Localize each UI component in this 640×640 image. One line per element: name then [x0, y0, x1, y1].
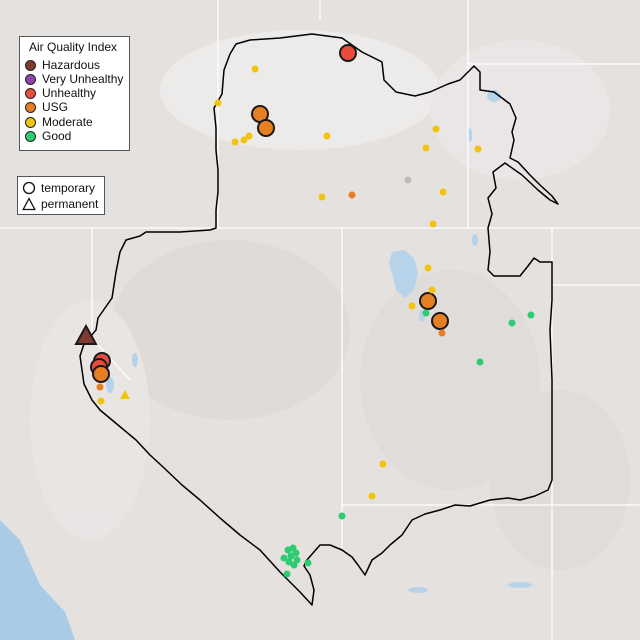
monitor-moderate[interactable]	[408, 302, 416, 310]
monitors	[74, 44, 535, 578]
monitor-moderate[interactable]	[231, 138, 239, 146]
legend-item-temporary: temporary	[22, 180, 95, 195]
monitor-usg[interactable]	[257, 119, 275, 137]
monitor-moderate[interactable]	[323, 132, 331, 140]
monitor-unhealthy[interactable]	[339, 44, 357, 62]
monitor-moderate[interactable]	[379, 460, 387, 468]
legend-label: Unhealthy	[42, 86, 97, 100]
pacific-ocean	[0, 520, 75, 640]
triangle-icon	[22, 196, 36, 211]
monitor-moderate[interactable]	[368, 492, 376, 500]
monitor-moderate[interactable]	[428, 286, 436, 294]
monitor-hazardous-permanent[interactable]	[74, 323, 98, 345]
legend-label: USG	[42, 100, 69, 114]
hazardous-swatch	[25, 59, 36, 71]
monitor-moderate[interactable]	[474, 145, 482, 153]
monitor-good[interactable]	[290, 561, 298, 569]
great-salt-lake	[389, 250, 418, 298]
monitor-good[interactable]	[287, 552, 295, 560]
monitor-moderate[interactable]	[97, 397, 105, 405]
yellowstone-lake	[487, 90, 501, 102]
monitor-moderate[interactable]	[318, 193, 326, 201]
monitor-good[interactable]	[280, 554, 288, 562]
jackson-lake	[468, 128, 472, 142]
monitor-moderate[interactable]	[240, 136, 248, 144]
monitor-good[interactable]	[283, 570, 291, 578]
legend-label: temporary	[41, 180, 96, 195]
monitor-usg[interactable]	[92, 365, 110, 383]
legend-item-permanent: permanent	[22, 196, 98, 211]
legend-item-good: Good	[25, 129, 71, 143]
good-swatch	[25, 130, 36, 142]
circle-icon	[22, 181, 36, 195]
legend-label: Moderate	[42, 115, 93, 129]
legend-label: Hazardous	[42, 58, 101, 72]
monitor-moderate-permanent[interactable]	[120, 390, 130, 399]
monitor-usg[interactable]	[431, 312, 449, 330]
monitor-type-legend: temporary permanent	[17, 176, 105, 215]
legend-label: Very Unhealthy	[42, 72, 124, 86]
monitor-usg[interactable]	[348, 191, 356, 199]
monitor-moderate[interactable]	[424, 264, 432, 272]
lake-mead	[408, 587, 428, 593]
legend-item-unhealthy: Unhealthy	[25, 86, 96, 100]
aqi-legend: Air Quality Index Hazardous Very Unhealt…	[19, 36, 130, 151]
monitor-good[interactable]	[422, 309, 430, 317]
lake-tahoe	[106, 377, 114, 393]
monitor-moderate[interactable]	[432, 125, 440, 133]
monitor-moderate[interactable]	[439, 188, 447, 196]
unhealthy-swatch	[25, 87, 36, 99]
monitor-usg[interactable]	[438, 329, 446, 337]
legend-item-usg: USG	[25, 100, 68, 114]
monitor-moderate[interactable]	[214, 99, 222, 107]
monitor-usg[interactable]	[96, 383, 104, 391]
monitor-good[interactable]	[508, 319, 516, 327]
monitor-moderate[interactable]	[251, 65, 259, 73]
monitor-good[interactable]	[476, 358, 484, 366]
legend-title: Air Quality Index	[29, 40, 118, 54]
legend-item-very-unhealthy: Very Unhealthy	[25, 72, 123, 86]
monitor-good[interactable]	[527, 311, 535, 319]
monitor-usg[interactable]	[419, 292, 437, 310]
monitor-no-data[interactable]	[404, 176, 412, 184]
lake-powell	[508, 582, 532, 588]
terrain-shading	[30, 30, 630, 570]
bear-lake	[472, 234, 478, 246]
monitor-moderate[interactable]	[422, 144, 430, 152]
legend-item-moderate: Moderate	[25, 115, 93, 129]
monitor-good[interactable]	[338, 512, 346, 520]
very-unhealthy-swatch	[25, 73, 36, 85]
region-boundary	[79, 33, 559, 606]
moderate-swatch	[25, 116, 36, 128]
legend-label: permanent	[41, 196, 99, 211]
pyramid-lake	[132, 353, 138, 367]
monitor-moderate[interactable]	[429, 220, 437, 228]
legend-item-hazardous: Hazardous	[25, 58, 100, 72]
monitor-moderate[interactable]	[245, 132, 253, 140]
monitor-good[interactable]	[304, 559, 312, 567]
legend-label: Good	[42, 129, 72, 143]
usg-swatch	[25, 101, 36, 113]
